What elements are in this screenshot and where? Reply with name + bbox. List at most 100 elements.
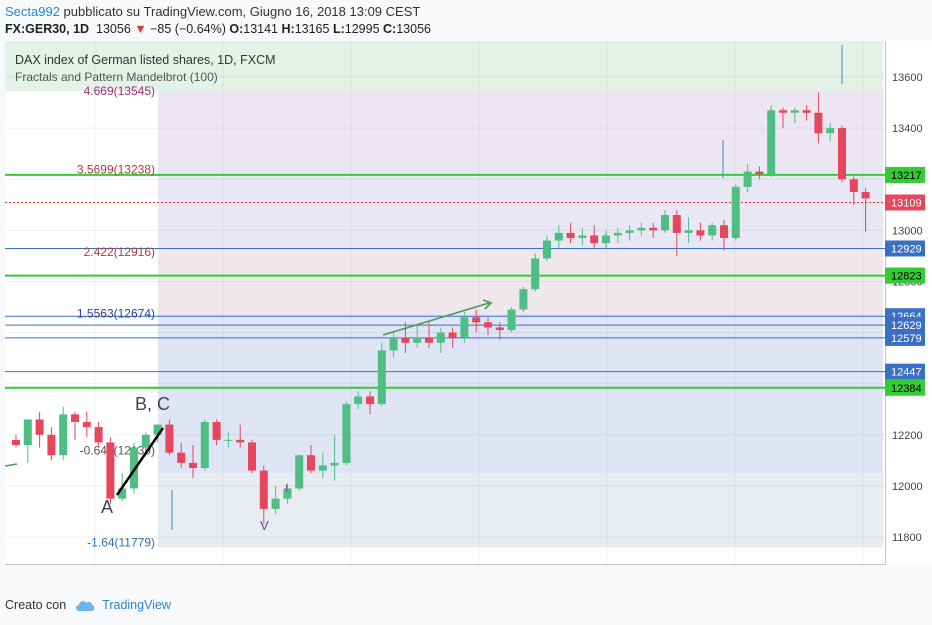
created-with-label: Creato con xyxy=(5,598,67,612)
candle-body xyxy=(436,332,445,343)
candle-body xyxy=(59,414,68,456)
trend-arrowhead xyxy=(482,299,493,310)
candle-body xyxy=(790,110,799,113)
candle-body xyxy=(554,232,563,241)
candle-body xyxy=(672,215,681,233)
candle-body xyxy=(755,171,764,175)
candle-body xyxy=(35,419,44,435)
candle-body xyxy=(696,230,705,236)
price-axis[interactable]: 1360013400132001300012800126001240012200… xyxy=(885,41,932,565)
candle-body xyxy=(23,419,32,445)
candle-body xyxy=(366,396,374,405)
ab-line xyxy=(115,427,165,496)
price-chart[interactable]: 4.669(13545) 3.5699(13238) 2.422(12916) 1.5… xyxy=(4,41,888,585)
candle-body xyxy=(94,427,103,443)
candle-body xyxy=(224,439,233,441)
price-tick-label: 13600 xyxy=(892,72,923,84)
candle-body xyxy=(236,439,245,443)
price-tag-label: 12929 xyxy=(891,243,922,255)
candle-body xyxy=(531,258,540,290)
left-arrow xyxy=(4,463,18,467)
fib-level-label: 3.5699(13238) xyxy=(77,163,155,177)
candle-body xyxy=(802,110,811,113)
legend-indicator[interactable]: Fractals and Pattern Mandelbrot (100) xyxy=(15,70,218,84)
high-label: H: xyxy=(281,22,295,36)
candle-body xyxy=(71,414,79,422)
author-link[interactable]: Secta992 xyxy=(5,4,60,19)
candle-body xyxy=(448,332,457,338)
candle-body xyxy=(248,442,256,471)
candle-body xyxy=(519,289,528,310)
price-tag xyxy=(885,363,925,380)
chart-area[interactable]: 4.669(13545) 3.5699(13238) 2.422(12916) 1.5… xyxy=(4,41,888,585)
candle-body xyxy=(118,488,127,499)
candle-body xyxy=(731,186,740,238)
open-value: 13141 xyxy=(243,22,279,36)
band-3569 xyxy=(158,169,885,252)
price-tag xyxy=(885,267,925,284)
price-tag-label: 12447 xyxy=(891,367,922,379)
price-axis-background xyxy=(885,41,932,565)
label-a: A xyxy=(101,497,113,517)
candle-body xyxy=(602,235,610,244)
tradingview-link[interactable]: TradingView xyxy=(102,598,171,612)
candle-body xyxy=(720,225,728,238)
candle-body xyxy=(460,317,469,338)
candle-body xyxy=(330,462,339,466)
candle-body xyxy=(271,498,280,509)
candle-body xyxy=(153,424,162,435)
price-tag-label: 13217 xyxy=(891,170,922,182)
price-tag-label: 12629 xyxy=(891,320,922,332)
candle-body xyxy=(861,192,870,199)
price-tick-label: 13400 xyxy=(892,123,923,135)
price-tag-label: 12579 xyxy=(891,333,922,345)
candle-body xyxy=(106,442,115,499)
candle-body xyxy=(767,110,776,175)
fib-level-label: 2.422(12916) xyxy=(84,245,155,259)
candle-body xyxy=(165,424,174,453)
price-tag-label: 12823 xyxy=(891,271,922,283)
candle-body xyxy=(613,232,622,236)
candle-body xyxy=(189,462,197,468)
candle-body xyxy=(649,227,658,231)
fib-level-label: 1.5563(12674) xyxy=(77,307,155,321)
price-tag-label: 12384 xyxy=(891,383,922,395)
down-arrow-icon: ▼ xyxy=(134,22,147,36)
price-tag xyxy=(885,317,925,334)
price-tick-label: 12200 xyxy=(892,430,923,442)
candle-body xyxy=(849,179,858,192)
candle-body xyxy=(295,455,304,489)
candle-body xyxy=(543,240,551,259)
band-4669 xyxy=(158,91,885,170)
candle-body xyxy=(377,350,386,405)
candle-body xyxy=(838,128,846,180)
candle-body xyxy=(484,322,492,328)
legend-title: DAX index of German listed shares, 1D, F… xyxy=(15,53,276,67)
band-1556 xyxy=(158,313,885,474)
fib-level-label: 4.669(13545) xyxy=(84,84,155,98)
candle-body xyxy=(389,337,398,351)
tradingview-cloud-icon xyxy=(76,601,95,611)
candle-body xyxy=(814,112,823,134)
label-v: V xyxy=(260,518,269,533)
price-tick-label: 12000 xyxy=(892,481,923,493)
candle-body xyxy=(472,317,481,323)
candle-body xyxy=(708,225,717,236)
fib-level-label: -1.64(11779) xyxy=(87,535,155,549)
candle-body xyxy=(130,447,138,489)
candle-body xyxy=(177,452,186,463)
label-bc: B, C xyxy=(135,394,170,414)
candle-body xyxy=(318,465,327,471)
publish-info: pubblicato su TradingView.com, Giugno 16… xyxy=(59,4,421,19)
price-tag xyxy=(885,379,925,396)
axis-gutter xyxy=(883,41,885,565)
candle-body xyxy=(637,227,646,231)
price-tag xyxy=(885,329,925,346)
candle-body xyxy=(342,404,351,463)
footer: Creato con TradingView xyxy=(5,598,171,612)
low-label: L: xyxy=(332,22,345,36)
low-value: 12995 xyxy=(344,22,380,36)
candle-body xyxy=(661,215,669,231)
candle-body xyxy=(354,396,363,405)
close-label: C: xyxy=(383,22,397,36)
